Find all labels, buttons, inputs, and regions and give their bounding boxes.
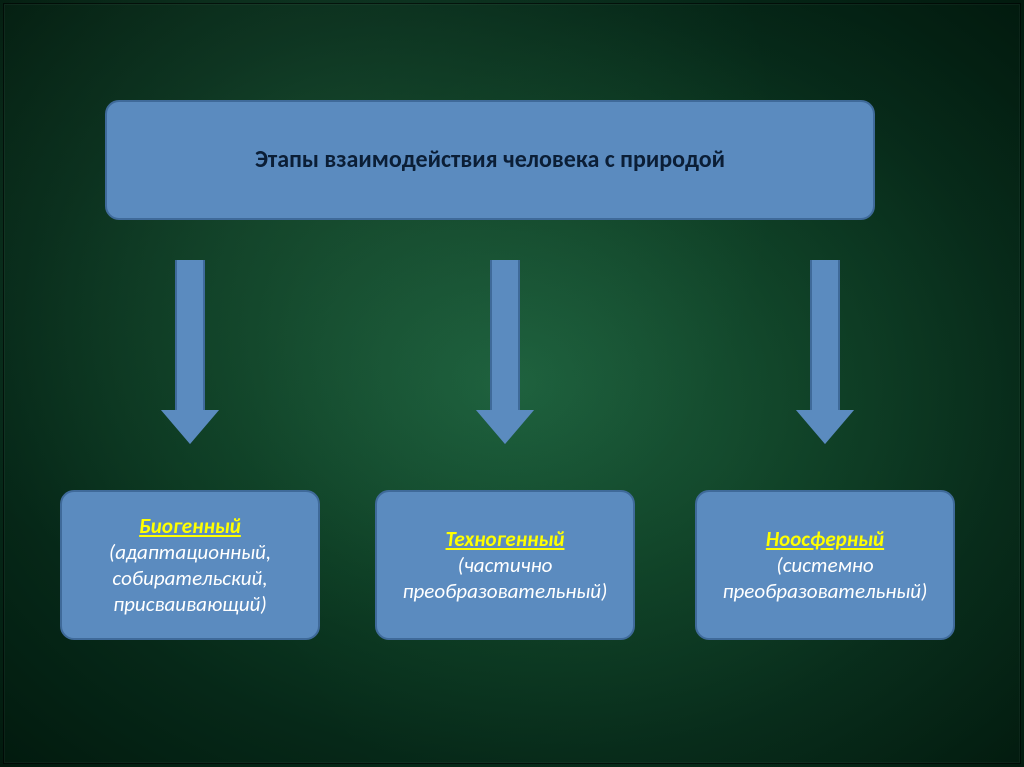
stage-subtitle: (адаптационный, собирательский, присваив… — [76, 539, 304, 618]
title-text: Этапы взаимодействия человека с природой — [255, 145, 725, 175]
title-box: Этапы взаимодействия человека с природой — [105, 100, 875, 220]
arrow-down-1 — [161, 260, 219, 444]
stage-box-noospheric: Ноосферный (системно преобразовательный) — [695, 490, 955, 640]
stage-box-technogenic: Техногенный (частично преобразовательный… — [375, 490, 635, 640]
stage-subtitle: (системно преобразовательный) — [711, 552, 939, 605]
arrow-shaft — [810, 260, 840, 410]
arrow-head-icon — [796, 410, 854, 444]
stage-subtitle: (частично преобразовательный) — [391, 552, 619, 605]
stage-box-biogenic: Биогенный (адаптационный, собирательский… — [60, 490, 320, 640]
arrow-shaft — [490, 260, 520, 410]
stage-title: Биогенный — [139, 513, 241, 539]
stage-title: Техногенный — [446, 526, 565, 552]
arrow-head-icon — [161, 410, 219, 444]
arrow-down-2 — [476, 260, 534, 444]
arrow-down-3 — [796, 260, 854, 444]
stage-title: Ноосферный — [766, 526, 884, 552]
arrow-head-icon — [476, 410, 534, 444]
arrow-shaft — [175, 260, 205, 410]
